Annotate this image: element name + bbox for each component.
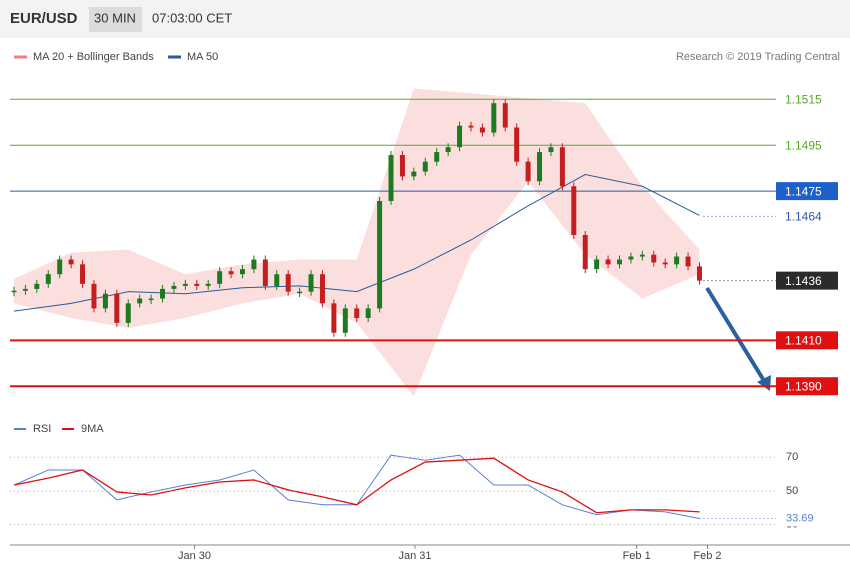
candle-body [548,147,554,153]
candle-body [559,147,565,187]
candle-body [377,200,383,309]
candle-body [228,271,234,275]
candle-body [365,308,371,319]
time: 07:03:00 CET [152,10,232,25]
candle-body [639,254,645,257]
level-box [776,271,838,290]
candle-body [125,303,131,323]
x-tick-label: Feb 1 [623,550,651,562]
candle-body [102,293,108,309]
candle-body [114,293,120,323]
candle-body [445,147,451,153]
candle-body [468,125,474,128]
candle-body [411,171,417,177]
level-box [776,207,838,226]
rsi-tick-label: 50 [786,485,798,497]
level-label: 1.1390 [785,379,822,393]
candle-body [45,274,51,284]
candle-body [537,152,543,182]
candle-body [22,288,28,291]
candle-body [525,161,531,182]
candle-body [160,288,166,299]
level-label: 1.1495 [785,138,822,152]
candle-body [194,283,200,286]
rsi-tick-label: 70 [786,451,798,463]
rsi-legend-label: RSI [33,423,51,435]
candle-body [297,291,303,294]
symbol: EUR/USD [10,10,78,27]
candle-body [354,308,360,319]
x-tick-label: Jan 30 [178,550,211,562]
candle-body [91,283,97,309]
candle-body [34,283,40,289]
rsi-line [13,457,700,514]
candle-body [491,103,497,133]
candle-body [571,186,577,235]
level-label: 1.1515 [785,92,822,106]
candle-body [422,161,428,172]
candle-body [594,259,600,270]
legend-label: MA 20 + Bollinger Bands [33,51,154,63]
candle-body [205,283,211,286]
credit: Research © 2019 Trading Central [676,51,840,63]
level-box [776,331,838,350]
candle-body [274,274,280,286]
candle-body [68,259,74,265]
candle-body [171,285,177,289]
candle-body [651,254,657,263]
level-box [776,377,838,396]
candle-body [617,259,623,265]
candle-body [80,264,86,284]
level-box [776,90,838,109]
candle-body [388,155,394,201]
level-label: 1.1475 [785,184,822,198]
candle-body [148,298,154,301]
candle-body [502,103,508,128]
candle-body [674,256,680,265]
candle-body [239,269,245,275]
candle-body [319,274,325,304]
interval-box[interactable] [89,7,142,32]
interval[interactable]: 30 MIN [94,10,136,25]
candle-body [514,127,520,162]
candle-body [685,256,691,267]
candle-body [137,298,143,304]
candle-body [182,283,188,286]
level-label: 1.1464 [785,210,822,224]
level-label: 1.1410 [785,333,822,347]
candle-body [628,256,634,260]
candle-body [479,127,485,133]
candle-body [582,234,588,270]
candle-body [251,259,257,270]
candle-body [331,303,337,333]
candle-body [285,274,291,292]
level-label: 1.1436 [785,274,822,288]
rsi-legend-label: 9MA [81,423,104,435]
candle-body [308,274,314,292]
candle-body [434,152,440,162]
rsi-line [13,454,700,519]
candle-body [696,266,702,281]
ma50-line [13,174,700,312]
level-box [776,136,838,155]
candle-body [262,259,268,286]
rsi-last-box [778,510,828,527]
candle-body [662,262,668,265]
candle-body [217,271,223,284]
candle-body [605,259,611,265]
candle-body [399,155,405,177]
rsi-last-label: 33.69 [786,512,814,524]
candle-body [11,290,17,293]
legend-label: MA 50 [187,51,218,63]
level-box [776,182,838,201]
candle-body [57,259,63,275]
x-tick-label: Feb 2 [693,550,721,562]
candle-body [342,308,348,333]
bollinger-band [13,88,700,397]
candle-body [457,125,463,148]
forecast-arrow [705,286,768,386]
x-tick-label: Jan 31 [398,550,431,562]
